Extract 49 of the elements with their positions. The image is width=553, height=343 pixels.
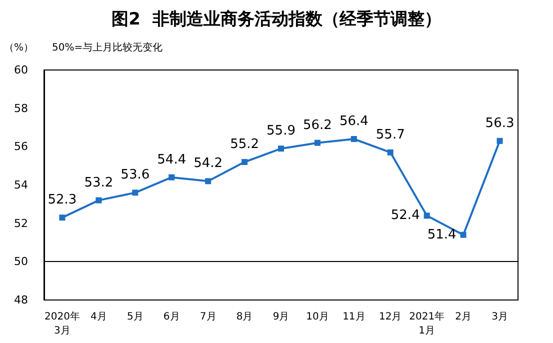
data-label: 56.4 bbox=[339, 114, 368, 129]
y-tick-label: 60 bbox=[14, 64, 28, 76]
data-label: 53.6 bbox=[120, 168, 150, 183]
x-tick-label: 11月 bbox=[342, 312, 366, 322]
x-tick-label: 2021年 1月 bbox=[409, 310, 445, 336]
y-tick-label: 48 bbox=[14, 294, 28, 306]
data-label: 56.2 bbox=[302, 118, 332, 133]
data-label: 55.2 bbox=[230, 137, 260, 152]
y-tick-label: 58 bbox=[14, 102, 28, 115]
data-label: 52.4 bbox=[390, 208, 420, 224]
data-label: 56.3 bbox=[485, 116, 514, 131]
point bbox=[96, 197, 102, 204]
point bbox=[168, 174, 175, 180]
y-axis-title: （%） bbox=[4, 42, 34, 54]
point bbox=[59, 214, 66, 221]
point bbox=[460, 232, 466, 238]
point bbox=[387, 149, 394, 156]
data-label: 55.7 bbox=[376, 127, 405, 142]
point bbox=[350, 136, 357, 142]
point bbox=[424, 212, 430, 219]
point bbox=[278, 146, 284, 152]
chart-title: 图2 非制造业商务活动指数（经季节调整） bbox=[112, 10, 442, 30]
point bbox=[496, 138, 503, 144]
y-tick-label: 52 bbox=[14, 216, 28, 230]
y-tick-label: 50 bbox=[14, 255, 28, 268]
x-tick-label: 7月 bbox=[200, 312, 216, 322]
data-label: 53.2 bbox=[84, 175, 114, 190]
x-tick-label: 12月 bbox=[379, 312, 402, 322]
point bbox=[242, 159, 248, 165]
x-tick-label: 8月 bbox=[236, 312, 253, 322]
y-tick-label: 54 bbox=[14, 178, 28, 192]
data-label: 54.2 bbox=[194, 156, 223, 172]
x-tick-label: 3月 bbox=[492, 312, 508, 322]
data-label: 52.3 bbox=[48, 192, 77, 208]
text: 50%=与上月比较无变化 bbox=[52, 42, 163, 54]
x-tick-label: 10月 bbox=[306, 312, 329, 322]
x-tick-label: 4月 bbox=[90, 312, 107, 322]
point bbox=[205, 178, 212, 184]
x-tick-label: 6月 bbox=[163, 312, 180, 322]
data-label: 51.4 bbox=[427, 227, 456, 242]
data-label: 54.4 bbox=[157, 152, 186, 168]
y-tick-label: 56 bbox=[14, 140, 28, 154]
x-tick-label: 2020年 3月 bbox=[44, 310, 80, 336]
data-label: 55.9 bbox=[266, 124, 296, 139]
x-tick-label: 2月 bbox=[455, 312, 472, 322]
point bbox=[132, 190, 138, 196]
x-tick-label: 9月 bbox=[272, 312, 290, 322]
x-tick-label: 5月 bbox=[126, 312, 144, 322]
point bbox=[314, 140, 320, 146]
